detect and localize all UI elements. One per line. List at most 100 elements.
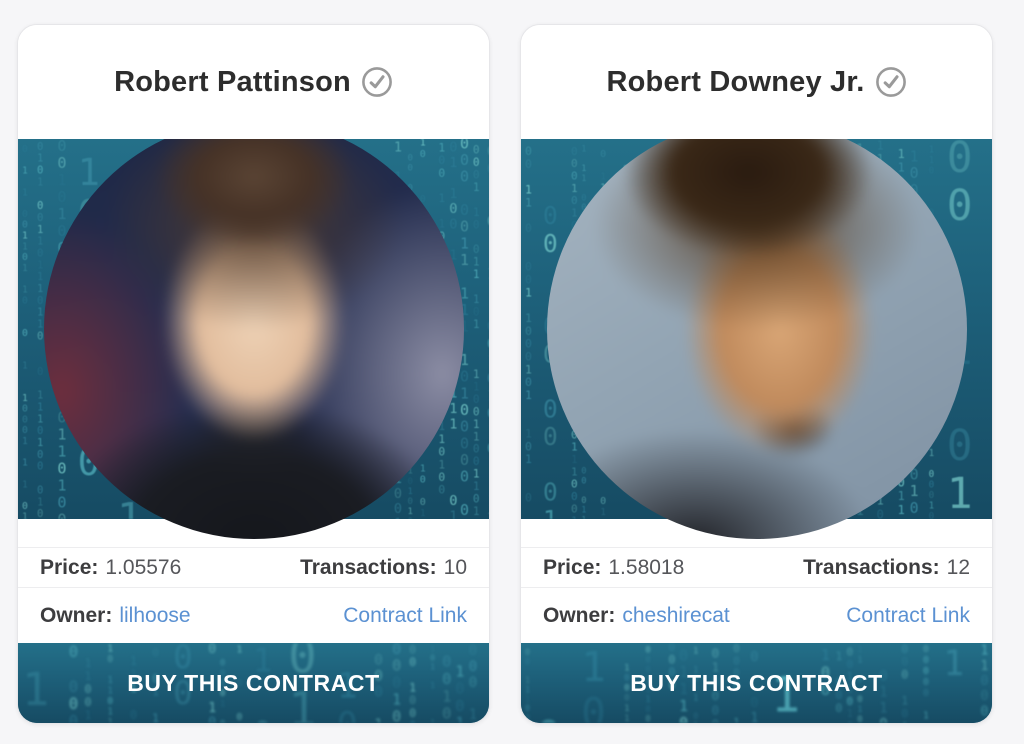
contract-link[interactable]: Contract Link [343,603,467,627]
svg-text:0: 0 [473,143,480,156]
svg-text:1: 1 [693,646,698,656]
svg-text:0: 0 [409,656,416,669]
svg-text:1: 1 [473,293,480,306]
svg-text:1: 1 [991,406,992,437]
owner-label: Owner: [543,603,616,627]
price-label: Price: [543,555,602,579]
buy-contract-button[interactable]: 1100001100101011011111000011000100000101… [18,643,489,723]
svg-text:0: 0 [733,654,740,667]
svg-text:1: 1 [37,259,43,271]
svg-text:0: 0 [487,160,489,178]
svg-text:1: 1 [22,360,28,371]
svg-text:0: 0 [525,221,532,235]
svg-text:0: 0 [901,706,908,720]
svg-text:0: 0 [130,722,137,723]
svg-text:1: 1 [37,307,43,319]
svg-text:0: 0 [846,695,853,708]
matrix-code-background: 1100001100101011011111000011000100000101… [18,643,489,723]
svg-text:1: 1 [525,183,532,197]
svg-text:0: 0 [712,702,720,717]
svg-text:0: 0 [712,645,720,660]
card-header: Robert Downey Jr. [521,25,992,139]
svg-text:1: 1 [460,234,469,252]
svg-text:0: 0 [487,370,489,388]
svg-text:1: 1 [37,496,43,508]
svg-text:0: 0 [535,713,562,723]
svg-text:1: 1 [991,257,992,288]
svg-text:1: 1 [37,319,43,331]
svg-text:0: 0 [69,713,78,723]
svg-text:0: 0 [901,668,908,682]
svg-text:1: 1 [107,707,113,718]
svg-text:0: 0 [460,168,469,186]
svg-text:1: 1 [991,436,992,467]
svg-text:0: 0 [645,665,650,675]
svg-text:0: 0 [220,689,225,699]
svg-text:0: 0 [750,695,758,711]
card-info: Price: 1.58018 Transactions: 12 Owner: c… [521,547,992,643]
svg-text:0: 0 [460,368,469,386]
svg-text:0: 0 [473,393,480,406]
svg-text:1: 1 [236,644,242,655]
svg-text:0: 0 [392,643,401,658]
svg-text:0: 0 [923,677,929,688]
svg-text:0: 0 [525,260,532,274]
svg-text:1: 1 [525,684,530,694]
svg-text:0: 0 [473,493,480,506]
svg-text:1: 1 [460,351,469,369]
svg-text:0: 0 [37,165,43,177]
svg-text:0: 0 [460,418,469,436]
svg-text:1: 1 [337,666,358,706]
owner-link[interactable]: lilhoose [119,603,191,627]
contract-link[interactable]: Contract Link [846,603,970,627]
svg-text:0: 0 [236,712,242,723]
svg-text:1: 1 [693,721,698,723]
svg-text:0: 0 [525,144,532,158]
svg-text:1: 1 [392,691,401,709]
svg-text:0: 0 [22,252,28,263]
svg-text:0: 0 [37,141,43,153]
svg-text:1: 1 [645,695,650,705]
card-header: Robert Pattinson [18,25,489,139]
svg-text:1: 1 [581,643,606,691]
svg-text:1: 1 [487,510,489,519]
celebrity-photo [546,119,967,539]
svg-text:0: 0 [22,501,28,512]
svg-text:1: 1 [525,311,532,325]
svg-text:0: 0 [487,405,489,423]
owner-link[interactable]: cheshirecat [622,603,730,627]
verified-check-icon [875,66,907,98]
svg-text:1: 1 [473,318,480,331]
svg-text:0: 0 [991,376,992,407]
svg-text:0: 0 [525,656,530,666]
svg-text:0: 0 [409,694,416,707]
svg-text:1: 1 [980,658,988,674]
svg-text:0: 0 [460,518,469,519]
svg-text:1: 1 [430,717,435,723]
svg-text:0: 0 [645,715,650,723]
svg-text:1: 1 [22,436,28,447]
buy-contract-button[interactable]: 0011100010100011100011100000001110110010… [521,643,992,723]
svg-text:1: 1 [460,251,469,269]
svg-text:0: 0 [85,682,92,696]
svg-text:1: 1 [846,707,853,720]
svg-text:0: 0 [374,652,383,668]
svg-text:1: 1 [107,644,113,655]
svg-text:0: 0 [923,655,929,666]
svg-text:1: 1 [943,644,964,684]
svg-text:1: 1 [525,694,530,704]
svg-text:0: 0 [525,349,532,363]
svg-text:1: 1 [750,710,758,723]
svg-text:1: 1 [152,711,159,723]
svg-text:0: 0 [693,683,698,693]
svg-text:0: 0 [409,644,416,657]
svg-text:0: 0 [460,434,469,452]
svg-text:1: 1 [22,479,28,490]
svg-text:0: 0 [901,719,908,723]
svg-text:0: 0 [846,720,853,723]
svg-text:1: 1 [857,645,862,655]
svg-text:0: 0 [430,653,435,663]
svg-text:1: 1 [22,285,28,296]
svg-text:0: 0 [392,657,401,675]
svg-text:1: 1 [460,318,469,336]
